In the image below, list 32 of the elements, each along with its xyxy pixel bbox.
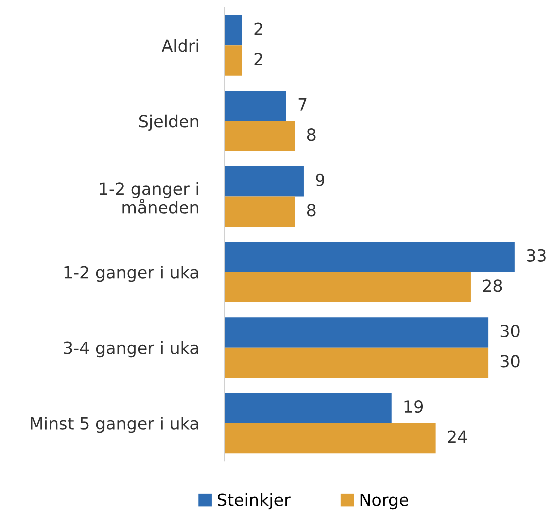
bar [224,318,489,348]
bar [224,272,471,302]
data-label: 33 [527,249,546,262]
bar [224,121,296,152]
data-label: 9 [316,174,325,186]
y-tick-label: 1-2 ganger i uka [64,266,198,282]
data-label: 2 [254,22,262,36]
bar [224,15,242,46]
bar [224,46,242,76]
data-label: 30 [500,355,520,368]
y-tick-label: 3-4 ganger i uka [64,341,198,358]
bar [224,166,304,197]
legend-label: Norge [360,494,408,510]
y-tick-label: Minst 5 ganger i uka [31,417,198,434]
y-tick-label: 1-2 ganger i måneden [100,182,198,214]
bar [224,196,296,227]
data-label: 8 [307,128,316,142]
data-label: 2 [254,53,262,66]
bar [224,242,515,272]
bar [224,393,392,424]
data-label: 28 [483,280,502,292]
bar [224,348,489,378]
data-label: 8 [307,204,316,217]
y-tick-label: Sjelden [139,114,198,132]
data-label: 7 [298,98,307,111]
data-label: 19 [404,400,424,414]
bar [224,423,436,454]
data-label: 24 [448,430,468,444]
legend-label: Steinkjer [218,493,291,510]
y-tick-label: Aldri [162,39,198,52]
data-label: 30 [500,324,520,338]
bar [224,90,286,122]
